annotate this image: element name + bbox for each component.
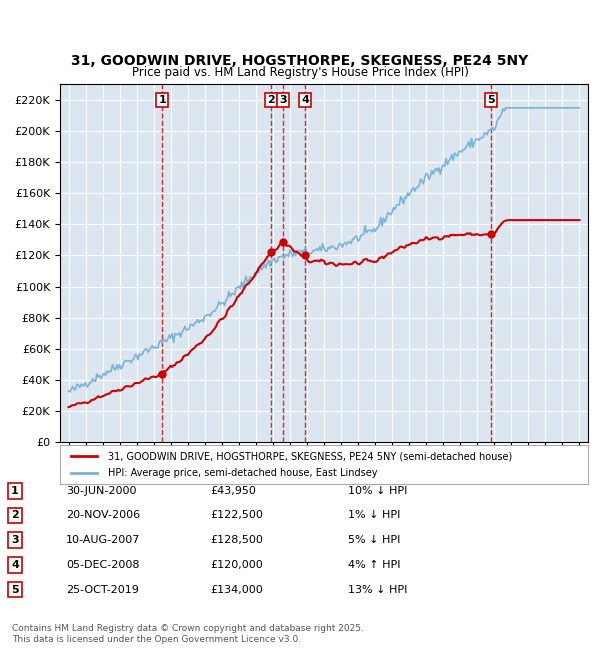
Text: £43,950: £43,950 xyxy=(210,486,256,496)
Text: 25-OCT-2019: 25-OCT-2019 xyxy=(66,584,139,595)
Text: 4: 4 xyxy=(301,95,309,105)
Text: £128,500: £128,500 xyxy=(210,535,263,545)
Text: 4% ↑ HPI: 4% ↑ HPI xyxy=(348,560,401,570)
Text: Price paid vs. HM Land Registry's House Price Index (HPI): Price paid vs. HM Land Registry's House … xyxy=(131,66,469,79)
Text: 05-DEC-2008: 05-DEC-2008 xyxy=(66,560,139,570)
Text: HPI: Average price, semi-detached house, East Lindsey: HPI: Average price, semi-detached house,… xyxy=(107,469,377,478)
Text: Contains HM Land Registry data © Crown copyright and database right 2025.
This d: Contains HM Land Registry data © Crown c… xyxy=(12,624,364,644)
Text: £122,500: £122,500 xyxy=(210,510,263,521)
Text: 2: 2 xyxy=(11,510,19,521)
Text: £134,000: £134,000 xyxy=(210,584,263,595)
Text: 10% ↓ HPI: 10% ↓ HPI xyxy=(348,486,407,496)
Text: 5% ↓ HPI: 5% ↓ HPI xyxy=(348,535,400,545)
Text: 10-AUG-2007: 10-AUG-2007 xyxy=(66,535,140,545)
Text: 5: 5 xyxy=(11,584,19,595)
Text: 4: 4 xyxy=(11,560,19,570)
Text: 1: 1 xyxy=(158,95,166,105)
Text: 2: 2 xyxy=(268,95,275,105)
Text: 30-JUN-2000: 30-JUN-2000 xyxy=(66,486,137,496)
Text: 13% ↓ HPI: 13% ↓ HPI xyxy=(348,584,407,595)
Text: 5: 5 xyxy=(487,95,495,105)
Text: 1: 1 xyxy=(11,486,19,496)
Text: 3: 3 xyxy=(11,535,19,545)
Text: 31, GOODWIN DRIVE, HOGSTHORPE, SKEGNESS, PE24 5NY (semi-detached house): 31, GOODWIN DRIVE, HOGSTHORPE, SKEGNESS,… xyxy=(107,451,512,461)
Text: 20-NOV-2006: 20-NOV-2006 xyxy=(66,510,140,521)
Text: 31, GOODWIN DRIVE, HOGSTHORPE, SKEGNESS, PE24 5NY: 31, GOODWIN DRIVE, HOGSTHORPE, SKEGNESS,… xyxy=(71,54,529,68)
Text: £120,000: £120,000 xyxy=(210,560,263,570)
Text: 3: 3 xyxy=(280,95,287,105)
Text: 1% ↓ HPI: 1% ↓ HPI xyxy=(348,510,400,521)
